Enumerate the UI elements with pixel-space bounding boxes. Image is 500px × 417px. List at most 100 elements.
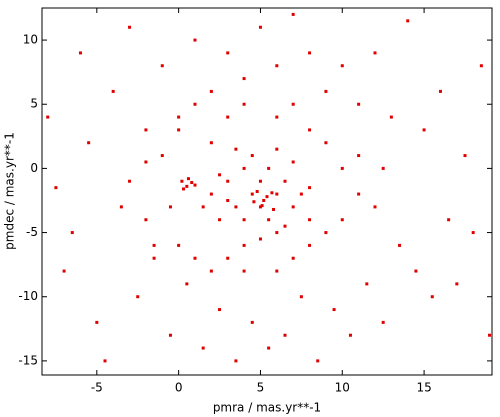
point <box>218 218 222 222</box>
point <box>103 359 107 363</box>
point <box>193 256 197 260</box>
point <box>258 205 262 209</box>
point <box>209 89 213 93</box>
x-tick-label: -5 <box>91 381 103 395</box>
point <box>258 179 262 183</box>
point <box>177 243 181 247</box>
point <box>87 141 91 145</box>
point <box>144 160 148 164</box>
point <box>299 192 303 196</box>
point <box>291 205 295 209</box>
point <box>283 179 287 183</box>
point <box>340 218 344 222</box>
point <box>422 128 426 132</box>
point <box>185 282 189 286</box>
point <box>308 218 312 222</box>
point <box>332 308 336 312</box>
point <box>255 190 259 193</box>
point <box>95 320 99 324</box>
point <box>275 192 279 196</box>
point <box>299 295 303 299</box>
point <box>267 346 271 350</box>
point <box>455 282 459 286</box>
point <box>275 115 279 119</box>
x-tick-label: 10 <box>335 381 350 395</box>
point <box>430 295 434 299</box>
y-tick-label: 10 <box>23 33 38 47</box>
point <box>265 195 269 199</box>
point <box>267 166 271 170</box>
point <box>201 205 205 209</box>
point <box>226 256 230 260</box>
point <box>193 102 197 106</box>
point <box>128 179 132 183</box>
point <box>267 218 271 222</box>
point <box>186 177 190 181</box>
point <box>160 154 164 158</box>
point <box>185 184 189 188</box>
point <box>182 187 186 191</box>
point <box>168 333 172 337</box>
point <box>324 89 328 93</box>
point <box>180 179 184 183</box>
point <box>275 147 279 151</box>
y-tick-label: 5 <box>30 97 38 111</box>
point <box>340 166 344 170</box>
point <box>291 102 295 106</box>
point <box>168 205 172 209</box>
point <box>152 256 156 260</box>
point <box>373 51 377 55</box>
point <box>275 231 279 235</box>
point <box>242 102 246 106</box>
point <box>209 192 213 196</box>
point <box>226 198 230 202</box>
point <box>250 320 254 324</box>
point <box>177 128 181 132</box>
y-tick-label: -15 <box>18 353 38 367</box>
point <box>78 51 82 55</box>
point <box>218 308 222 312</box>
point <box>234 147 238 151</box>
point <box>373 205 377 209</box>
x-axis-label: pmra / mas.yr**-1 <box>213 401 321 415</box>
point <box>242 218 246 222</box>
point <box>270 191 274 195</box>
x-tick-label: 5 <box>257 381 265 395</box>
point <box>291 160 295 164</box>
point <box>340 64 344 68</box>
plot-frame <box>41 7 493 376</box>
y-axis-label: pmdec / mas.yr**-1 <box>3 132 17 250</box>
point <box>357 192 361 196</box>
point <box>447 218 451 222</box>
point <box>414 269 418 273</box>
point <box>260 204 264 208</box>
point <box>234 359 238 363</box>
point <box>160 64 164 68</box>
point <box>488 333 492 337</box>
point <box>262 198 266 202</box>
point <box>193 183 197 187</box>
point <box>234 205 238 209</box>
point <box>357 102 361 106</box>
point <box>258 237 262 241</box>
point <box>389 115 393 119</box>
point <box>177 115 181 119</box>
point <box>128 25 132 29</box>
point <box>46 115 50 119</box>
point <box>144 128 148 132</box>
point <box>324 141 328 145</box>
point <box>308 51 312 55</box>
point <box>272 207 276 211</box>
x-tick-label: 15 <box>416 381 431 395</box>
point <box>348 333 352 337</box>
point <box>62 269 66 273</box>
point <box>252 200 256 204</box>
point <box>357 154 361 158</box>
point <box>250 192 254 196</box>
point <box>308 128 312 132</box>
point <box>201 346 205 350</box>
point <box>275 64 279 68</box>
point <box>242 166 246 170</box>
point <box>54 186 58 190</box>
